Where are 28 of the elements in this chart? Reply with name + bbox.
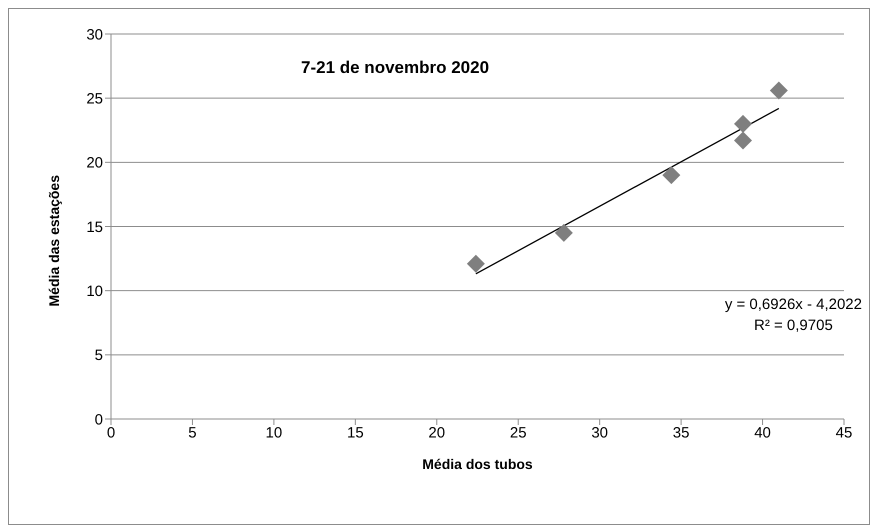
x-tick-label: 45 [836, 424, 852, 442]
point [662, 166, 680, 184]
y-axis-title: Média das estações [46, 174, 62, 306]
y-tick-label: 0 [94, 411, 103, 428]
y-tick-label: 15 [86, 218, 103, 236]
x-tick-label: 10 [266, 424, 282, 442]
point [554, 224, 573, 242]
y-tick-label: 5 [94, 347, 103, 364]
x-tick-label: 20 [428, 424, 446, 442]
x-tick-label: 0 [106, 424, 116, 442]
x-tick-label: 30 [591, 424, 608, 442]
point [770, 81, 788, 100]
annotation: y = 0,6926x - 4,2022 [724, 295, 862, 315]
x-tick-label: 5 [188, 424, 197, 442]
point [734, 114, 752, 133]
y-tick-label: 30 [86, 26, 103, 44]
point [466, 254, 485, 273]
annotation: R² = 0,9705 [753, 316, 834, 336]
x-tick-label: 35 [672, 424, 690, 442]
text: 7-21 de novembro 2020 [301, 58, 490, 78]
y-tick-label: 10 [86, 282, 103, 300]
x-axis-title: Média dos tubos [422, 456, 533, 472]
x-tick-label: 15 [346, 424, 364, 442]
x-tick-label: 25 [510, 424, 527, 442]
y-tick-label: 25 [86, 90, 103, 108]
y-tick-label: 20 [86, 154, 103, 172]
x-tick-label: 40 [754, 424, 771, 442]
point [734, 132, 752, 150]
